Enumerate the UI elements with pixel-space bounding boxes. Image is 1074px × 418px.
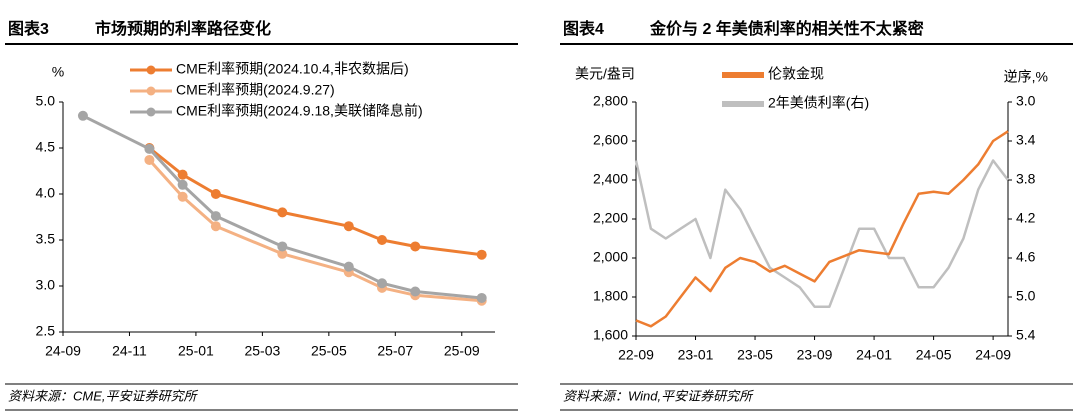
figure-label: 图表4	[563, 19, 604, 38]
y-tick-label: 2,000	[593, 249, 628, 265]
legend-label: CME利率预期(2024.10.4,非农数据后)	[176, 61, 409, 77]
x-tick-label: 22-09	[618, 347, 654, 363]
source-note: 资料来源：CME,平安证券研究所	[8, 388, 199, 403]
legend-label: 伦敦金现	[768, 66, 824, 82]
figure-label: 图表3	[8, 19, 49, 38]
y2-tick-label: 4.2	[1016, 210, 1036, 226]
series-marker	[277, 207, 288, 218]
y-axis-label: %	[52, 64, 64, 80]
y2-tick-label: 5.0	[1016, 288, 1036, 304]
legend-marker	[146, 107, 156, 117]
series-marker	[144, 143, 155, 154]
series-marker	[210, 221, 221, 232]
y2-tick-label: 3.4	[1016, 132, 1036, 148]
y-tick-label: 3.5	[36, 231, 56, 247]
y-tick-label: 3.0	[36, 277, 56, 293]
source-note: 资料来源：Wind,平安证券研究所	[563, 388, 754, 403]
y-tick-label: 2.5	[36, 323, 56, 339]
y2-tick-label: 3.8	[1016, 171, 1036, 187]
y2-tick-label: 5.4	[1016, 327, 1036, 343]
series-line	[634, 159, 1009, 308]
series-marker	[210, 211, 221, 222]
series-line	[148, 158, 482, 303]
series-marker	[410, 286, 421, 297]
x-tick-label: 23-09	[797, 347, 833, 363]
series-marker	[377, 235, 388, 245]
series-line	[635, 130, 1009, 328]
legend-marker	[146, 65, 156, 75]
legend-label: CME利率预期(2024.9.18,美联储降息前)	[176, 103, 423, 119]
series-marker	[410, 241, 421, 252]
chart-title: 金价与 2 年美债利率的相关性不太紧密	[649, 19, 924, 38]
y2-axis-label: 逆序,%	[1004, 69, 1048, 85]
legend-marker	[146, 86, 156, 96]
series-marker	[476, 249, 487, 260]
x-tick-label: 25-01	[178, 343, 214, 359]
series-marker	[144, 154, 155, 165]
y-tick-label: 4.5	[36, 139, 56, 155]
y-tick-label: 1,600	[593, 327, 628, 343]
x-tick-label: 23-05	[737, 347, 773, 363]
y-tick-label: 2,800	[593, 93, 628, 109]
series-marker	[210, 189, 221, 199]
series-marker	[77, 110, 88, 121]
series-marker	[277, 241, 288, 252]
y-tick-label: 2,200	[593, 210, 628, 226]
legend-label: 2年美债利率(右)	[768, 95, 869, 111]
y-axis-label: 美元/盎司	[575, 66, 635, 82]
series-marker	[377, 278, 388, 289]
x-tick-label: 25-05	[311, 343, 347, 359]
x-tick-label: 25-07	[377, 343, 413, 359]
x-tick-label: 25-09	[444, 343, 480, 359]
y-tick-label: 2,400	[593, 171, 628, 187]
legend-label: CME利率预期(2024.9.27)	[176, 82, 335, 98]
x-tick-label: 24-01	[856, 347, 892, 363]
series-marker	[476, 292, 487, 303]
series-marker	[277, 248, 288, 259]
y-tick-label: 5.0	[36, 93, 56, 109]
x-tick-label: 25-03	[244, 343, 280, 359]
x-tick-label: 24-09	[975, 347, 1011, 363]
y-tick-label: 2,600	[593, 132, 628, 148]
series-marker	[177, 179, 188, 190]
x-tick-label: 24-11	[112, 343, 147, 359]
series-marker	[177, 191, 188, 202]
x-tick-label: 23-01	[678, 347, 714, 363]
y2-tick-label: 4.6	[1016, 249, 1036, 265]
y-tick-label: 1,800	[593, 288, 628, 304]
chart-title: 市场预期的利率路径变化	[95, 19, 271, 38]
series-marker	[343, 261, 354, 272]
series-marker	[343, 221, 354, 232]
x-tick-label: 24-09	[45, 343, 81, 359]
y2-tick-label: 3.0	[1016, 93, 1036, 109]
series-marker	[177, 169, 188, 180]
series-line	[82, 114, 482, 300]
x-tick-label: 24-05	[916, 347, 952, 363]
y-tick-label: 4.0	[36, 185, 56, 201]
series-line	[148, 146, 482, 257]
